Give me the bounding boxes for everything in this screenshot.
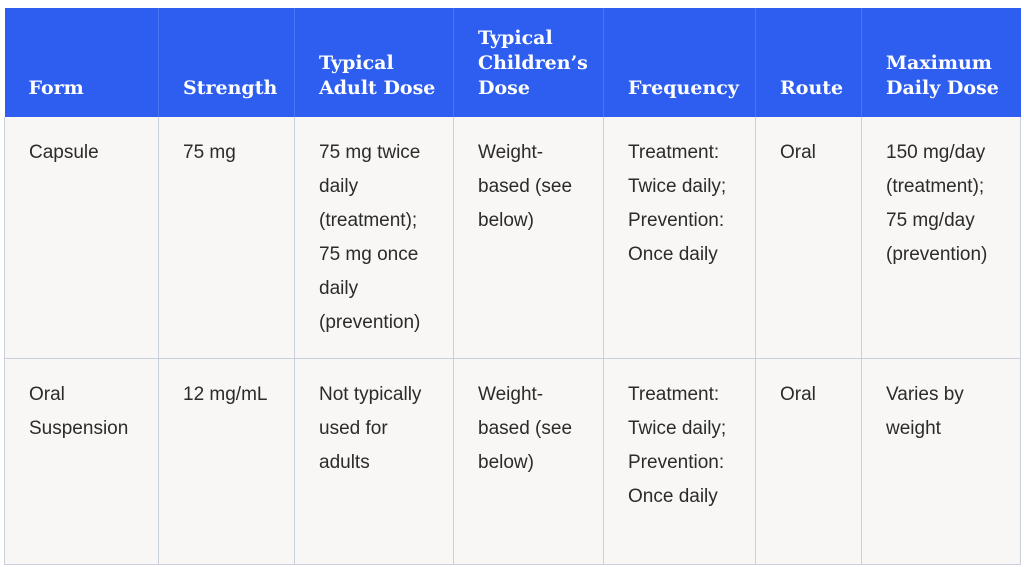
cell-frequency: Treatment: Twice daily; Prevention: Once… — [603, 358, 756, 565]
cell-max-daily-dose: 150 mg/day (treatment); 75 mg/day (preve… — [861, 117, 1021, 359]
cell-strength: 12 mg/mL — [158, 358, 295, 565]
header-route: Route — [755, 8, 862, 117]
header-form: Form — [4, 8, 159, 117]
dosage-table: Form Strength Typical Adult Dose Typical… — [4, 8, 1021, 565]
table-row: Capsule 75 mg 75 mg twice daily (treatme… — [4, 117, 1021, 359]
cell-children-dose: Weight-based (see below) — [453, 358, 604, 565]
cell-max-daily-dose: Varies by weight — [861, 358, 1021, 565]
dosage-table-container: Form Strength Typical Adult Dose Typical… — [4, 8, 1021, 565]
table-header: Form Strength Typical Adult Dose Typical… — [4, 8, 1021, 117]
table-body: Capsule 75 mg 75 mg twice daily (treatme… — [4, 117, 1021, 565]
header-children-dose: Typical Children’s Dose — [453, 8, 604, 117]
cell-frequency: Treatment: Twice daily; Prevention: Once… — [603, 117, 756, 359]
header-strength: Strength — [158, 8, 295, 117]
cell-form: Capsule — [4, 117, 159, 359]
cell-children-dose: Weight-based (see below) — [453, 117, 604, 359]
cell-strength: 75 mg — [158, 117, 295, 359]
header-adult-dose: Typical Adult Dose — [294, 8, 454, 117]
header-frequency: Frequency — [603, 8, 756, 117]
cell-route: Oral — [755, 358, 862, 565]
table-row: Oral Suspension 12 mg/mL Not typically u… — [4, 358, 1021, 565]
cell-form: Oral Suspension — [4, 358, 159, 565]
cell-adult-dose: 75 mg twice daily (treatment); 75 mg onc… — [294, 117, 454, 359]
cell-route: Oral — [755, 117, 862, 359]
cell-adult-dose: Not typically used for adults — [294, 358, 454, 565]
header-row: Form Strength Typical Adult Dose Typical… — [4, 8, 1021, 117]
header-max-daily-dose: Maximum Daily Dose — [861, 8, 1021, 117]
